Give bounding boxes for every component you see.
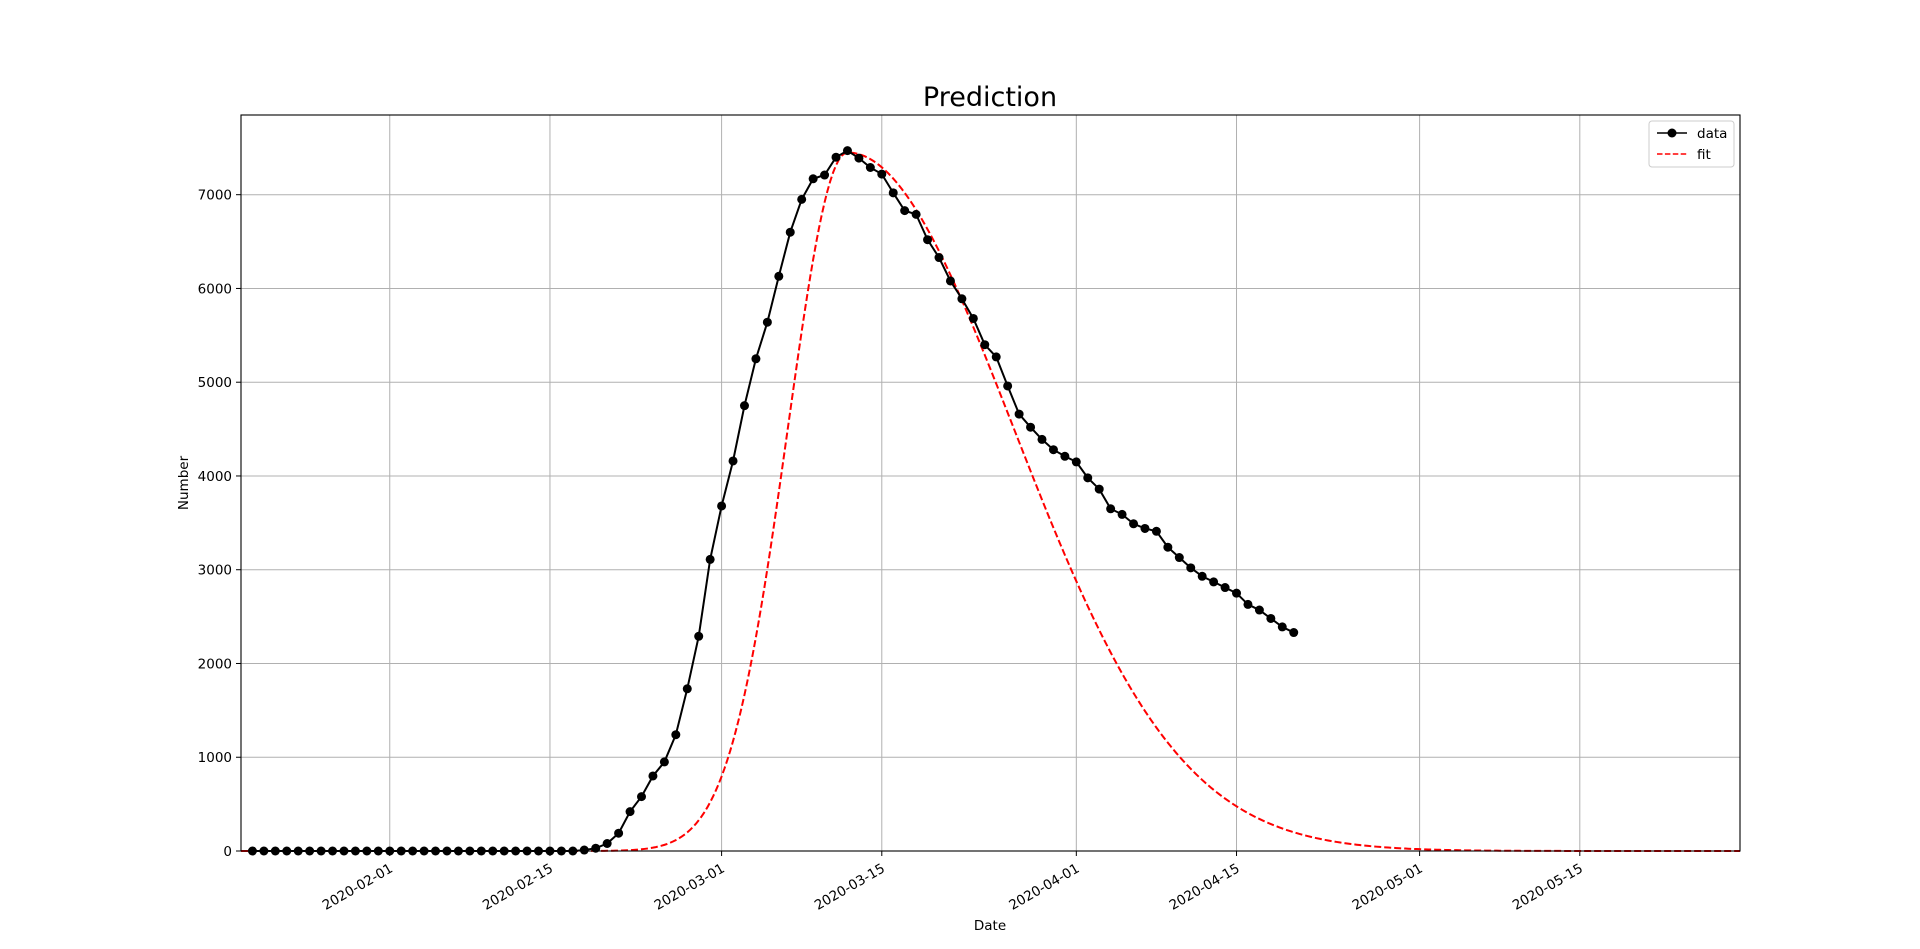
data-point (579, 845, 589, 855)
data-point (1106, 504, 1116, 514)
data-point (1254, 605, 1264, 615)
data-point (1117, 509, 1127, 519)
data-point (1048, 445, 1058, 455)
data-point (751, 354, 761, 364)
data-point (648, 771, 658, 781)
data-point (1197, 571, 1207, 581)
data-point (614, 828, 624, 838)
y-tick-label: 4000 (198, 469, 232, 485)
data-point (1186, 563, 1196, 573)
y-axis-ticks: 0 1000 2000 3000 4000 5000 6000 7000 (198, 188, 241, 860)
data-point (923, 235, 933, 245)
data-point (1163, 542, 1173, 552)
data-point (877, 169, 887, 179)
data-point (1277, 622, 1287, 632)
y-tick-label: 1000 (198, 750, 232, 766)
data-point (602, 839, 612, 848)
data-point (1083, 473, 1093, 483)
data-point (945, 276, 955, 286)
data-point (842, 146, 852, 156)
data-point (831, 152, 841, 162)
data-point (1003, 381, 1013, 391)
data-point (1071, 457, 1081, 467)
y-tick-label: 0 (223, 844, 232, 860)
data-point (1140, 523, 1150, 533)
series-layer (241, 146, 1740, 856)
data-point (820, 170, 830, 180)
data-point (774, 271, 784, 281)
data-point (682, 684, 692, 694)
gridlines (241, 115, 1740, 852)
legend-label-data: data (1697, 126, 1727, 142)
data-point (1209, 577, 1219, 587)
data-point (865, 163, 875, 172)
data-point (1220, 583, 1230, 593)
data-point (1289, 628, 1299, 638)
data-point (934, 253, 944, 263)
data-point (1174, 553, 1184, 563)
data-point (968, 313, 978, 323)
y-tick-label: 2000 (198, 656, 232, 672)
data-point (1129, 519, 1139, 529)
y-tick-label: 5000 (198, 375, 232, 391)
data-point (659, 757, 669, 767)
data-point (980, 340, 990, 350)
plot-frame (240, 114, 1741, 852)
y-tick-label: 6000 (198, 281, 232, 297)
y-tick-label: 7000 (198, 188, 232, 204)
legend-data-marker (1667, 128, 1677, 138)
data-point (1151, 526, 1161, 536)
data-point (854, 153, 864, 163)
data-point (1060, 451, 1070, 461)
data-point (705, 554, 715, 564)
data-point (625, 807, 635, 817)
data-point (637, 792, 646, 802)
data-point (1094, 484, 1104, 494)
y-tick-label: 3000 (198, 563, 232, 579)
data-point (1037, 434, 1047, 444)
data-point (728, 456, 738, 466)
data-point (671, 730, 681, 740)
data-point (1026, 422, 1036, 432)
data-point (694, 631, 704, 641)
data-point (739, 401, 749, 411)
data-point (888, 188, 898, 198)
data-point (911, 209, 921, 219)
data-point (1243, 599, 1253, 609)
x-axis-label: Date (974, 918, 1006, 934)
y-axis-label: Number (176, 455, 192, 510)
data-point (797, 194, 807, 204)
data-point (900, 206, 910, 216)
data-point (591, 843, 601, 853)
data-point (785, 227, 795, 237)
legend: data fit (1648, 120, 1735, 168)
data-point (808, 174, 818, 184)
legend-label-fit: fit (1697, 147, 1711, 163)
data-point (991, 352, 1001, 362)
data-point (957, 294, 967, 304)
data-point (717, 501, 727, 511)
data-point (1266, 613, 1276, 623)
data-point (1014, 409, 1024, 419)
data-point (1232, 588, 1242, 598)
chart-title: Prediction (923, 82, 1057, 113)
data-point (762, 317, 772, 327)
